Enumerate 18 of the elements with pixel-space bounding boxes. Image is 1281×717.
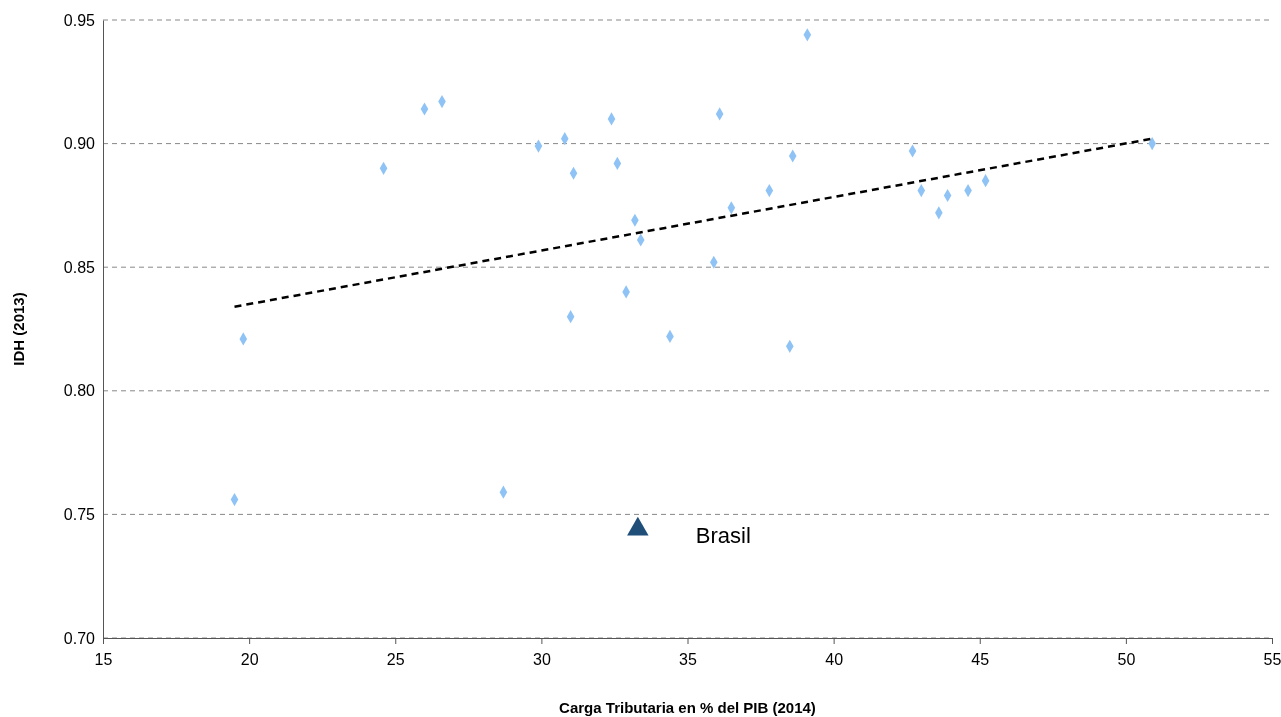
text: Brasil bbox=[695, 523, 751, 549]
x-tick-label: 15 bbox=[94, 650, 113, 668]
y-tick-label: 0.75 bbox=[63, 506, 96, 524]
x-tick-label: 45 bbox=[971, 650, 990, 668]
x-tick-label: 40 bbox=[825, 650, 844, 668]
y-tick-label: 0.80 bbox=[63, 382, 96, 400]
y-tick-label: 0.95 bbox=[63, 11, 96, 29]
x-tick-label: 30 bbox=[532, 650, 551, 668]
y-axis-title: IDH (2013) bbox=[10, 292, 27, 366]
y-tick-label: 0.85 bbox=[63, 258, 96, 276]
x-tick-label: 55 bbox=[1263, 650, 1281, 668]
y-tick-label: 0.90 bbox=[63, 135, 96, 153]
x-tick-label: 50 bbox=[1117, 650, 1136, 668]
x-tick-label: 20 bbox=[240, 650, 259, 668]
x-axis-title: Carga Tributaria en % del PIB (2014) bbox=[559, 699, 816, 716]
x-tick-label: 35 bbox=[679, 650, 697, 668]
x-tick-label: 25 bbox=[386, 650, 405, 668]
y-tick-label: 0.70 bbox=[63, 629, 96, 647]
